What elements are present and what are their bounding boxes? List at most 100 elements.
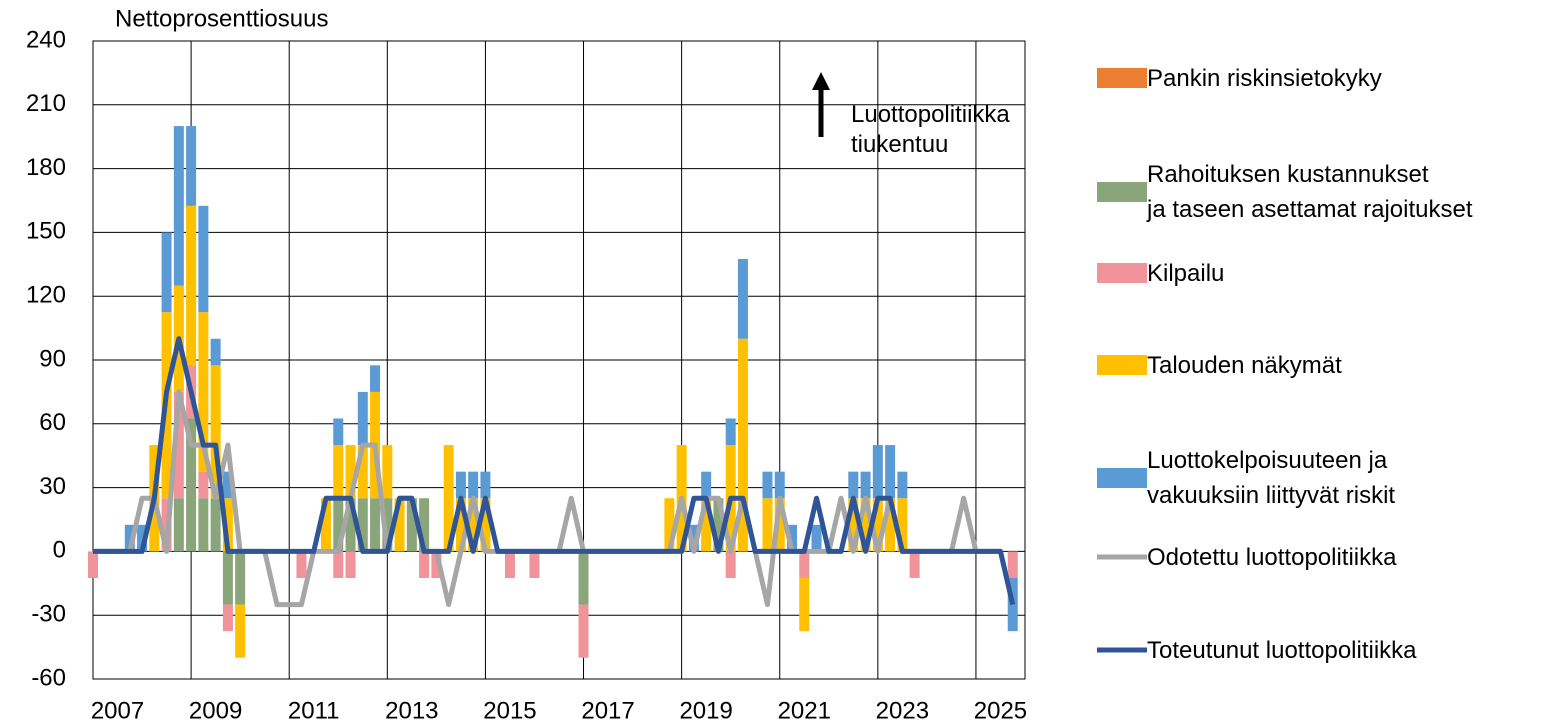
bar-segment [357, 391, 368, 446]
y-tick-label: -60 [31, 664, 66, 691]
x-tick-label: 2013 [385, 697, 438, 724]
bar-segment [701, 498, 712, 552]
x-tick-label: 2017 [581, 697, 634, 724]
bar-segment [198, 498, 209, 552]
y-tick-label: 30 [39, 473, 66, 500]
bar-segment [799, 551, 810, 578]
bar-segment [173, 126, 184, 286]
bar-segment [198, 471, 209, 499]
bar-segment [468, 498, 479, 552]
bar-segment [235, 551, 246, 605]
bar-segment [296, 551, 307, 578]
bar-segment [345, 498, 356, 552]
bar-segment [198, 205, 209, 313]
bar-segment [872, 498, 883, 552]
bar-segment [382, 445, 393, 499]
bar-segment [872, 445, 883, 499]
line-series [93, 336, 1016, 606]
bar-segment [186, 126, 197, 206]
bar-segment [860, 471, 871, 499]
bar-segment [419, 551, 430, 578]
y-tick-label: 120 [26, 282, 66, 309]
bar-segment [578, 551, 589, 605]
bar-segment [455, 498, 466, 552]
bar-segment [774, 471, 785, 499]
bar-segment [578, 604, 589, 658]
bar-segment [737, 258, 748, 339]
bar-segment [504, 551, 515, 578]
legend-label: Pankin riskinsietokyky [1147, 64, 1382, 92]
bar-segment [222, 604, 233, 632]
bar-segment [357, 445, 368, 499]
x-tick-label: 2015 [483, 697, 536, 724]
bar-segment [1007, 551, 1018, 578]
bar-segment [455, 471, 466, 499]
bar-segment [885, 498, 896, 552]
legend-label: Kilpailu [1147, 259, 1225, 287]
bar-segment [787, 524, 797, 552]
legend-swatch [1097, 263, 1147, 283]
legend-swatch [1097, 68, 1147, 88]
bar-segment [333, 551, 344, 578]
legend-label: Toteutunut luottopolitiikka [1147, 636, 1417, 664]
bar-segment [725, 418, 736, 446]
y-tick-label: 210 [26, 90, 66, 117]
x-tick-label: 2007 [91, 697, 144, 724]
bar-segment [860, 498, 871, 552]
y-tick-label: 60 [39, 409, 66, 436]
bar-segment [799, 577, 810, 632]
y-axis-label: Nettoprosenttiosuus [115, 5, 328, 32]
bar-segment [701, 471, 712, 499]
bar-segment [370, 498, 381, 552]
bar-segment [394, 498, 405, 552]
bar-segment [468, 471, 479, 499]
annotation-arrowhead [812, 72, 830, 90]
bar-segment [370, 365, 381, 392]
bar-segment [186, 205, 197, 366]
x-tick-label: 2009 [189, 697, 242, 724]
bar-segment [222, 551, 233, 605]
bar-segment [406, 498, 417, 552]
bar-segment [529, 551, 540, 578]
bar-segment [88, 551, 98, 578]
legend-label: Talouden näkymät [1147, 351, 1342, 379]
y-tick-label: 180 [26, 154, 66, 181]
bar-segment [198, 312, 209, 472]
y-tick-label: -30 [31, 601, 66, 628]
bar-segment [321, 498, 331, 552]
bar-segment [333, 418, 344, 446]
bar-segment [688, 524, 699, 552]
bar-segment [762, 471, 773, 499]
bar-segment [909, 551, 920, 578]
x-tick-label: 2025 [974, 697, 1027, 724]
bar-segment [848, 498, 859, 552]
plot-frame [92, 40, 1026, 680]
bar-segment [333, 445, 344, 499]
bar-segment [210, 365, 221, 499]
bar-segment [222, 498, 233, 552]
bar-segment [725, 551, 736, 578]
x-tick-label: 2021 [778, 697, 831, 724]
bar-segment [235, 604, 246, 658]
bar-segment [333, 498, 344, 552]
bar-segment [897, 498, 908, 552]
y-tick-label: 240 [26, 26, 66, 53]
bar-segment [885, 445, 896, 499]
bar-segment [124, 524, 135, 552]
bar-segment [737, 338, 748, 552]
bar-segment [186, 418, 197, 552]
bar-segment [357, 498, 368, 552]
legend-label: Rahoituksen kustannukset ja taseen asett… [1147, 161, 1473, 223]
legend-swatch [1097, 468, 1147, 488]
bar-segment [382, 498, 393, 552]
bar-segment [480, 498, 491, 552]
bar-segment [443, 445, 454, 552]
bar-segment [161, 232, 172, 313]
bar-segment [762, 498, 773, 552]
legend-label: Odotettu luottopolitiikka [1147, 543, 1397, 571]
bar-segment [419, 498, 430, 552]
bar-segment [897, 471, 908, 499]
bar-segment [664, 498, 675, 552]
